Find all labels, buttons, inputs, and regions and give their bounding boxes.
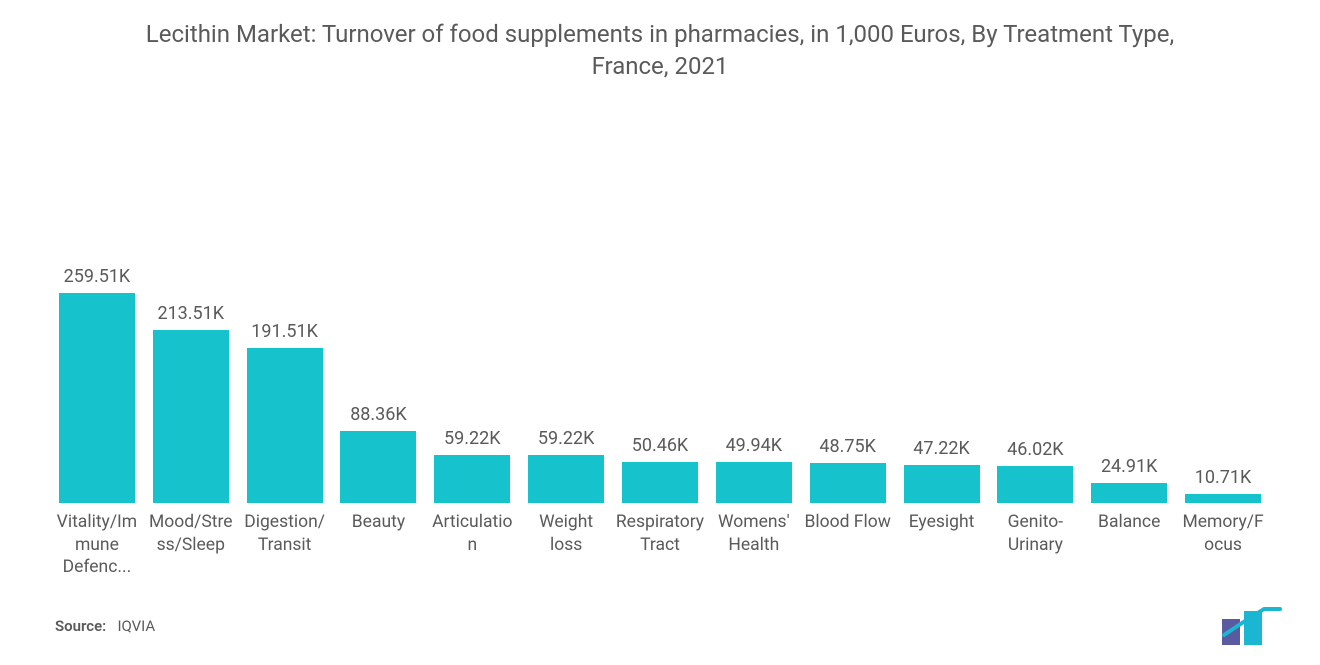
bar <box>904 465 980 503</box>
bar-value-label: 48.75K <box>819 436 876 457</box>
chart-title: Lecithin Market: Turnover of food supple… <box>110 18 1210 83</box>
category-label: Beauty <box>334 511 424 579</box>
bar <box>528 455 604 503</box>
category-label: Mood/Stress/Sleep <box>146 511 236 579</box>
bar-column: 10.71K <box>1178 153 1268 503</box>
bar-value-label: 88.36K <box>350 404 407 425</box>
category-label: Respiratory Tract <box>615 511 705 579</box>
bar <box>997 466 1073 503</box>
category-label: Articulation <box>427 511 517 579</box>
bar-value-label: 47.22K <box>913 438 970 459</box>
bar-column: 48.75K <box>803 153 893 503</box>
bar-column: 213.51K <box>146 153 236 503</box>
category-label: Eyesight <box>897 511 987 579</box>
category-label: Weight loss <box>521 511 611 579</box>
bar-value-label: 259.51K <box>64 266 131 287</box>
category-label: Digestion/Transit <box>240 511 330 579</box>
bar-value-label: 59.22K <box>538 428 595 449</box>
category-label: Blood Flow <box>803 511 893 579</box>
bar-column: 47.22K <box>897 153 987 503</box>
bar-column: 24.91K <box>1084 153 1174 503</box>
bar-value-label: 49.94K <box>726 435 783 456</box>
category-label: Womens' Health <box>709 511 799 579</box>
bar <box>1185 494 1261 503</box>
chart-container: Lecithin Market: Turnover of food supple… <box>0 0 1320 665</box>
bar-chart: 259.51K 213.51K 191.51K 88.36K 59.22K 59.22K 5… <box>40 153 1280 503</box>
brand-logo <box>1220 605 1282 645</box>
source-label: Source: <box>55 617 106 635</box>
bar <box>810 463 886 502</box>
bar <box>153 330 229 502</box>
category-label: Genito-Urinary <box>990 511 1080 579</box>
bar-value-label: 24.91K <box>1101 456 1158 477</box>
bar-value-label: 46.02K <box>1007 439 1064 460</box>
bar-value-label: 50.46K <box>632 435 689 456</box>
bar-value-label: 213.51K <box>157 303 224 324</box>
bar-column: 259.51K <box>52 153 142 503</box>
bar-column: 191.51K <box>240 153 330 503</box>
category-label: Vitality/Immune Defenc... <box>52 511 142 579</box>
bar-column: 49.94K <box>709 153 799 503</box>
category-label: Memory/Focus <box>1178 511 1268 579</box>
bar-column: 46.02K <box>990 153 1080 503</box>
bar-column: 59.22K <box>427 153 517 503</box>
bar-value-label: 59.22K <box>444 428 501 449</box>
bar <box>247 348 323 503</box>
bar <box>434 455 510 503</box>
bar <box>716 462 792 502</box>
bar-column: 50.46K <box>615 153 705 503</box>
bar-value-label: 10.71K <box>1195 467 1252 488</box>
bar <box>340 431 416 502</box>
category-label: Balance <box>1084 511 1174 579</box>
bar <box>1091 483 1167 503</box>
bar <box>59 293 135 503</box>
bar <box>622 462 698 503</box>
category-axis: Vitality/Immune Defenc...Mood/Stress/Sle… <box>40 503 1280 579</box>
bar-column: 88.36K <box>334 153 424 503</box>
source-name: IQVIA <box>117 617 155 635</box>
source-attribution: Source: IQVIA <box>55 617 155 635</box>
bar-value-label: 191.51K <box>251 321 318 342</box>
bar-column: 59.22K <box>521 153 611 503</box>
